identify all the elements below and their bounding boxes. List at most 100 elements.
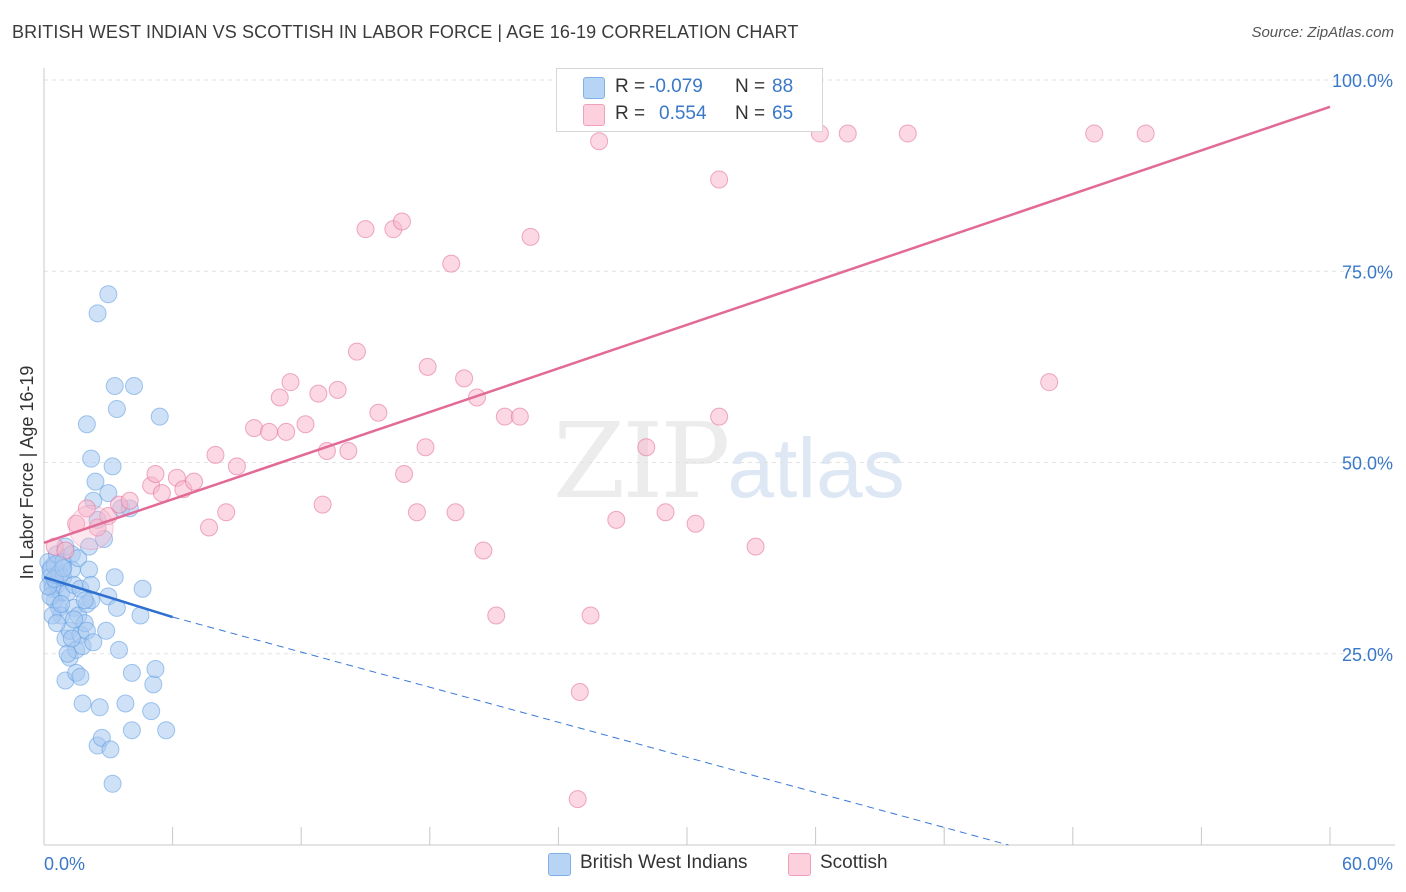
trend-line-british-west-indians-dashed [172,616,1009,846]
legend-n-value: 65 [772,103,794,124]
x-tick-label-min: 0.0% [44,854,85,874]
point-scottish [277,422,296,441]
point-british-west-indians [84,633,103,652]
y-tick-label: 50.0% [1342,454,1393,474]
point-british-west-indians [105,568,124,587]
point-british-west-indians [88,304,107,323]
point-scottish [146,464,165,483]
point-scottish [418,357,437,376]
point-scottish [309,384,328,403]
point-british-west-indians [58,644,77,663]
point-scottish [474,541,493,560]
point-british-west-indians [142,702,161,721]
point-scottish [395,464,414,483]
point-scottish [487,606,506,625]
point-british-west-indians [133,579,152,598]
point-british-west-indians [110,640,129,659]
point-british-west-indians [116,694,135,713]
point-british-west-indians [82,575,101,594]
point-scottish [746,537,765,556]
point-scottish [217,503,236,522]
y-tick-label: 100.0% [1332,71,1393,91]
point-scottish [1085,124,1104,143]
point-scottish [313,495,332,514]
point-scottish [296,415,315,434]
point-scottish [510,407,529,426]
legend-n-label: N = [735,103,766,124]
point-scottish [260,422,279,441]
point-british-west-indians [103,774,122,793]
point-scottish [392,212,411,231]
point-scottish [637,438,656,457]
point-scottish [686,514,705,533]
point-british-west-indians [52,595,71,614]
point-scottish [710,407,729,426]
point-british-west-indians [75,591,94,610]
point-british-west-indians [103,457,122,476]
point-british-west-indians [146,660,165,679]
point-british-west-indians [99,484,118,503]
watermark: ZIPatlas [553,400,905,522]
point-scottish [152,484,171,503]
point-scottish [200,518,219,537]
y-tick-label: 75.0% [1342,262,1393,282]
point-scottish [570,683,589,701]
x-tick-label-max: 60.0% [1342,854,1393,874]
point-british-west-indians [90,698,109,717]
point-scottish [898,124,917,143]
point-british-west-indians [150,407,169,426]
point-scottish [590,132,609,151]
point-scottish [656,503,675,522]
point-scottish [206,445,225,464]
point-scottish [607,510,626,529]
point-scottish [568,790,587,809]
legend-r-value: 0.554 [659,103,707,124]
point-scottish [442,254,461,273]
point-scottish [581,606,600,625]
bottom-legend-swatch-pink [788,853,811,876]
source-label: Source: ZipAtlas.com [1251,24,1394,41]
point-scottish [369,403,388,422]
correlation-legend: R = -0.079 N = 88 R = 0.554 N = 65 [556,68,823,132]
point-british-west-indians [122,721,141,740]
bottom-legend-swatch-blue [548,853,571,876]
point-british-west-indians [77,415,96,434]
point-british-west-indians [54,559,73,578]
legend-n-label: N = [735,76,766,97]
point-scottish [347,342,366,361]
point-scottish [185,472,204,491]
point-british-west-indians [99,285,118,304]
legend-r-label: R = [615,76,646,97]
point-british-west-indians [73,694,92,713]
point-british-west-indians [105,377,124,395]
point-british-west-indians [107,399,126,418]
legend-r-label: R = [615,103,646,124]
chart-title: BRITISH WEST INDIAN VS SCOTTISH IN LABOR… [12,22,799,42]
point-scottish [446,503,465,522]
legend-r-value: -0.079 [649,76,703,97]
point-scottish [407,503,426,522]
point-british-west-indians [65,610,84,629]
point-british-west-indians [86,472,105,491]
point-scottish [77,499,96,518]
cluster-british-west-indians [42,555,72,585]
legend-swatch-blue [583,77,605,99]
point-scottish [339,442,358,461]
point-scottish [281,373,300,392]
point-british-west-indians [101,740,120,759]
point-scottish [56,541,75,560]
point-scottish [455,369,474,388]
point-scottish [1136,124,1155,143]
y-tick-label: 25.0% [1342,645,1393,665]
point-british-west-indians [157,721,176,740]
point-scottish [356,220,375,239]
point-scottish [416,438,435,457]
point-scottish [495,407,514,426]
trend-line-british-west-indians [43,576,173,619]
point-british-west-indians [97,621,116,640]
watermark-zip: ZIP [553,400,730,522]
point-scottish [1040,373,1059,392]
point-scottish [328,380,347,399]
point-british-west-indians [82,449,101,468]
